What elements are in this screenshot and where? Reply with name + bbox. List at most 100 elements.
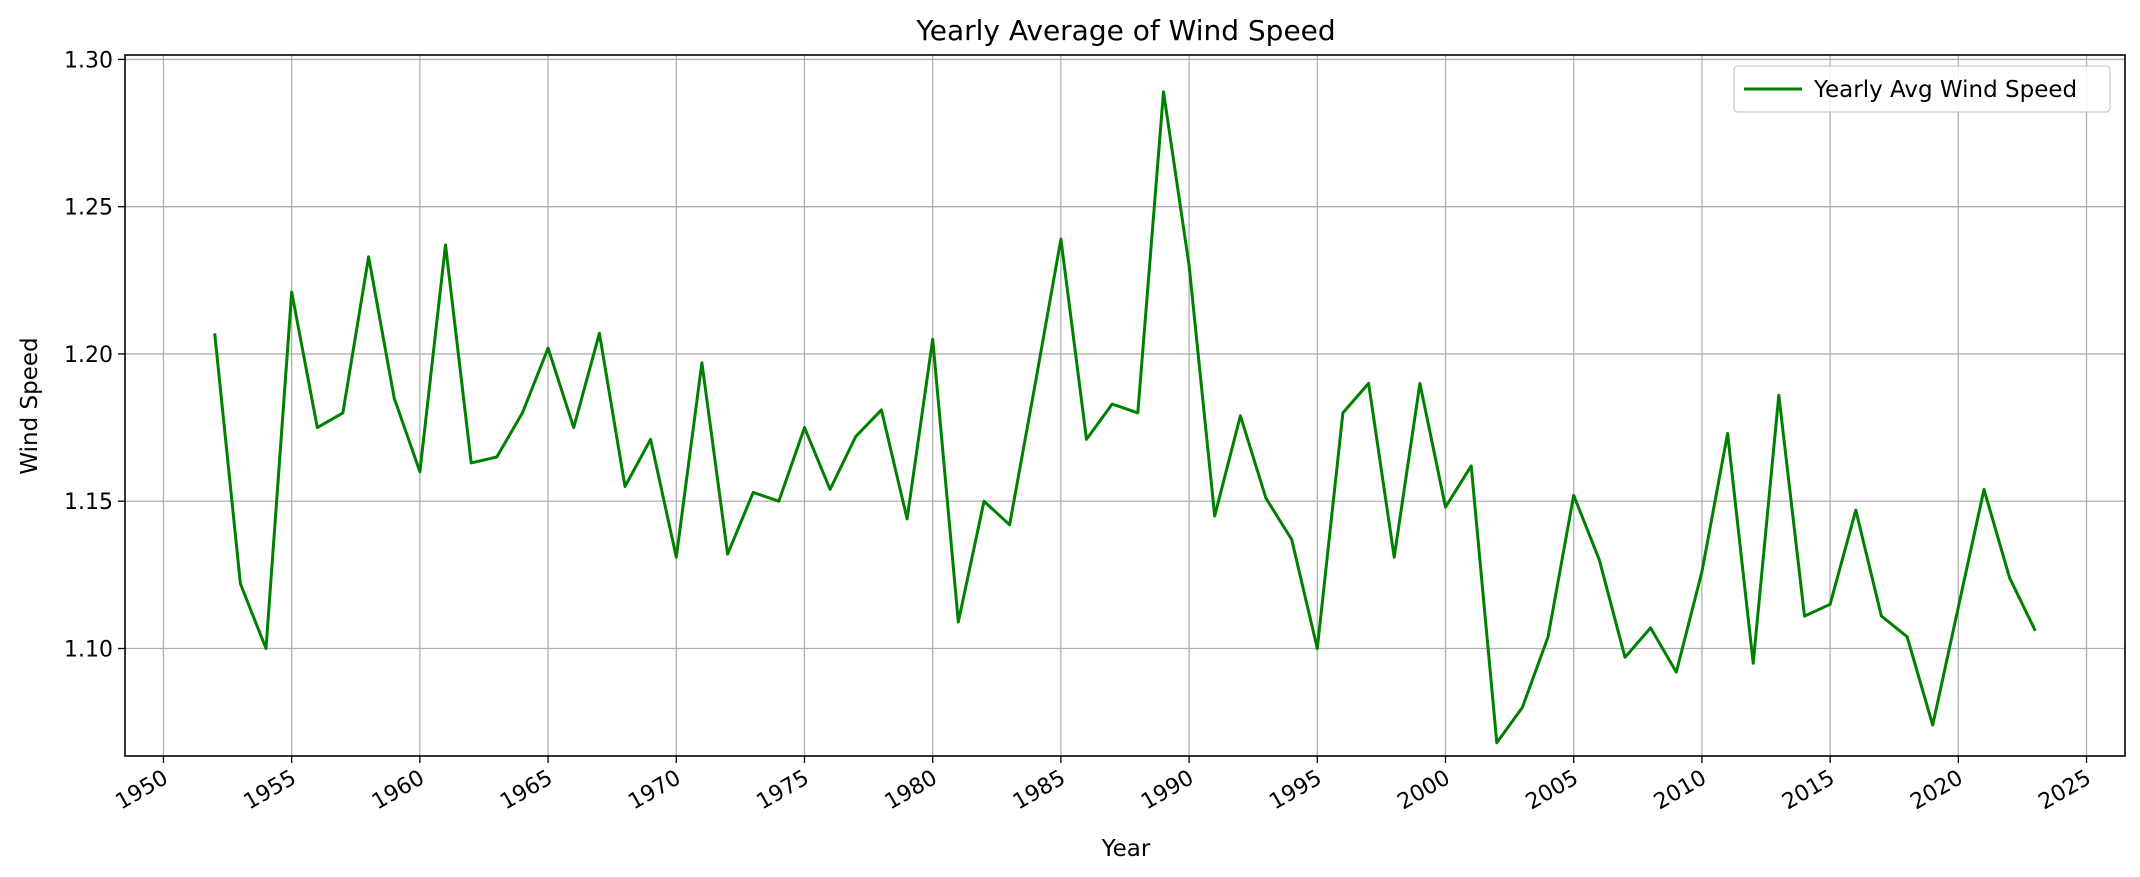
x-axis-title: Year xyxy=(1101,836,1151,862)
x-tick-label: 1950 xyxy=(111,766,172,816)
data-point xyxy=(1572,494,1575,497)
x-tick-label: 1995 xyxy=(1265,766,1326,816)
data-point xyxy=(1290,538,1293,541)
data-point xyxy=(675,556,678,559)
data-point xyxy=(1726,432,1729,435)
data-point xyxy=(1188,264,1191,267)
data-point xyxy=(1265,497,1268,500)
x-tick-label: 2020 xyxy=(1906,766,1967,816)
x-tick-label: 1990 xyxy=(1137,766,1198,816)
data-point xyxy=(1649,626,1652,629)
data-point xyxy=(1598,559,1601,562)
data-point xyxy=(418,470,421,473)
data-point xyxy=(1803,615,1806,618)
data-point xyxy=(1034,382,1037,385)
data-point xyxy=(1983,488,1986,491)
data-point xyxy=(880,408,883,411)
data-point xyxy=(624,485,627,488)
data-point xyxy=(803,426,806,429)
data-point xyxy=(290,291,293,294)
data-point xyxy=(572,426,575,429)
x-tick-label: 2025 xyxy=(2035,766,2096,816)
data-point xyxy=(1213,515,1216,518)
data-point xyxy=(341,411,344,414)
data-point xyxy=(1059,238,1062,241)
x-tick-label: 1955 xyxy=(240,766,301,816)
data-point xyxy=(1495,741,1498,744)
x-tick-label: 1980 xyxy=(881,766,942,816)
data-point xyxy=(931,338,934,341)
y-tick-label: 1.20 xyxy=(64,343,113,368)
data-point xyxy=(906,517,909,520)
data-point xyxy=(393,397,396,400)
data-point xyxy=(2034,629,2037,632)
legend-box xyxy=(1733,65,2111,113)
data-point xyxy=(521,411,524,414)
data-point xyxy=(1470,464,1473,467)
data-point xyxy=(1444,506,1447,509)
y-tick-label: 1.15 xyxy=(64,490,113,515)
data-point xyxy=(265,647,268,650)
x-tick-label: 1960 xyxy=(368,766,429,816)
data-point xyxy=(1675,671,1678,674)
data-point xyxy=(1624,656,1627,659)
x-tick-label: 1965 xyxy=(496,766,557,816)
data-point xyxy=(316,426,319,429)
data-point xyxy=(1136,411,1139,414)
data-point xyxy=(1521,706,1524,709)
data-point xyxy=(983,500,986,503)
x-tick-label: 2015 xyxy=(1778,766,1839,816)
data-point xyxy=(367,255,370,258)
legend: Yearly Avg Wind Speed xyxy=(1733,65,2111,113)
plot-frame xyxy=(124,54,2126,757)
data-point xyxy=(1316,647,1319,650)
data-point xyxy=(1085,438,1088,441)
y-tick-label: 1.30 xyxy=(64,48,113,73)
grid xyxy=(125,55,2125,756)
data-point xyxy=(1547,635,1550,638)
y-tick-label: 1.25 xyxy=(64,196,113,221)
chart-title: Yearly Average of Wind Speed xyxy=(915,14,1335,47)
data-point xyxy=(752,491,755,494)
data-point xyxy=(213,332,216,335)
data-point xyxy=(1854,509,1857,512)
data-point xyxy=(470,461,473,464)
data-point xyxy=(957,621,960,624)
data-point xyxy=(1700,570,1703,573)
data-point xyxy=(1957,606,1960,609)
x-tick-label: 1970 xyxy=(624,766,685,816)
data-point xyxy=(2008,576,2011,579)
x-tick-label: 1985 xyxy=(1009,766,1070,816)
series-line-yearly-avg-wind-speed xyxy=(213,90,2037,745)
y-axis-title: Wind Speed xyxy=(17,337,43,474)
x-tick-label: 2010 xyxy=(1650,766,1711,816)
data-point xyxy=(829,488,832,491)
x-axis: 1950 1955 1960 1965 1970 1975 1980 1985 1990 1995… xyxy=(111,756,2096,816)
data-point xyxy=(700,361,703,364)
data-point xyxy=(1239,414,1242,417)
data-point xyxy=(1906,635,1909,638)
data-point xyxy=(1111,403,1114,406)
y-axis: 1.10 1.15 1.20 1.25 1.30 xyxy=(64,48,125,662)
data-point xyxy=(1777,394,1780,397)
data-point xyxy=(1367,382,1370,385)
data-point xyxy=(1341,411,1344,414)
data-point xyxy=(598,332,601,335)
data-point xyxy=(1008,523,1011,526)
series-layer xyxy=(213,90,2037,745)
data-point xyxy=(1880,615,1883,618)
data-point xyxy=(444,244,447,247)
data-point xyxy=(1829,603,1832,606)
legend-label: Yearly Avg Wind Speed xyxy=(1813,77,2077,103)
data-point xyxy=(547,347,550,350)
data-point xyxy=(1393,556,1396,559)
data-point xyxy=(854,435,857,438)
data-point xyxy=(1931,724,1934,727)
data-point xyxy=(777,500,780,503)
x-tick-label: 2005 xyxy=(1522,766,1583,816)
x-tick-label: 2000 xyxy=(1394,766,1455,816)
data-point xyxy=(239,582,242,585)
data-point xyxy=(495,456,498,459)
data-point xyxy=(1162,90,1165,93)
